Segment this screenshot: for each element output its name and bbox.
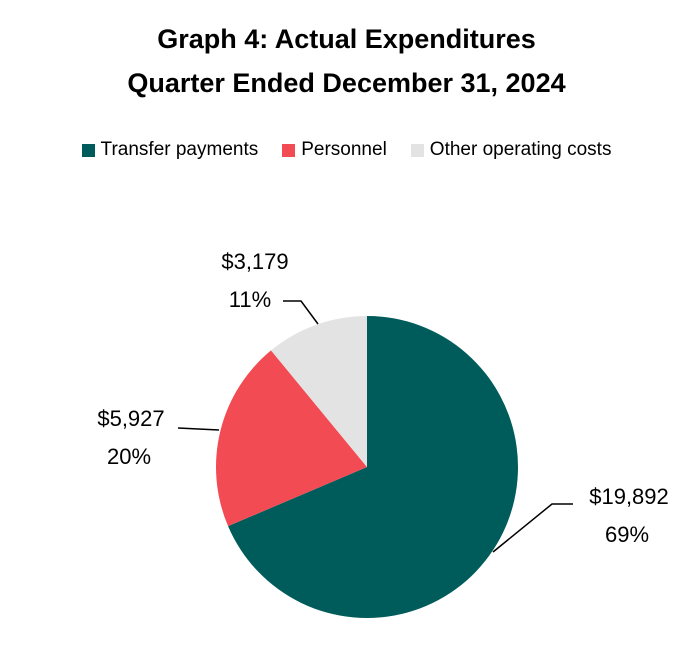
legend-item-other-operating-costs: Other operating costs [410,139,612,161]
data-label-value-other-operating-costs: $3,179 [221,249,288,274]
data-label-percent-personnel: 20% [107,444,151,469]
chart-title: Graph 4: Actual Expenditures [157,24,536,54]
leader-line-other-operating-costs [283,300,319,325]
legend-label-personnel: Personnel [301,139,387,160]
legend-swatch-other-operating-costs [410,143,424,157]
legend: Transfer payments Personnel Other operat… [0,139,693,161]
pie-slice-transfer-payments [228,316,518,618]
data-label-percent-transfer-payments: 69% [605,522,649,547]
legend-swatch-personnel [282,143,296,157]
chart-subtitle: Quarter Ended December 31, 2024 [127,68,566,98]
legend-swatch-transfer-payments [81,143,95,157]
legend-item-transfer-payments: Transfer payments [81,139,259,161]
legend-label-other-operating-costs: Other operating costs [429,139,612,160]
pie-slice-personnel [215,350,367,527]
leader-line-personnel [177,427,220,431]
legend-label-transfer-payments: Transfer payments [100,139,259,160]
legend-item-personnel: Personnel [282,139,387,161]
pie-slice-other-operating-costs [271,316,367,467]
data-label-percent-other-operating-costs: 11% [229,287,271,312]
data-label-value-transfer-payments: $19,892 [589,484,669,509]
leader-line-transfer-payments [492,503,573,553]
data-label-value-personnel: $5,927 [97,406,164,431]
